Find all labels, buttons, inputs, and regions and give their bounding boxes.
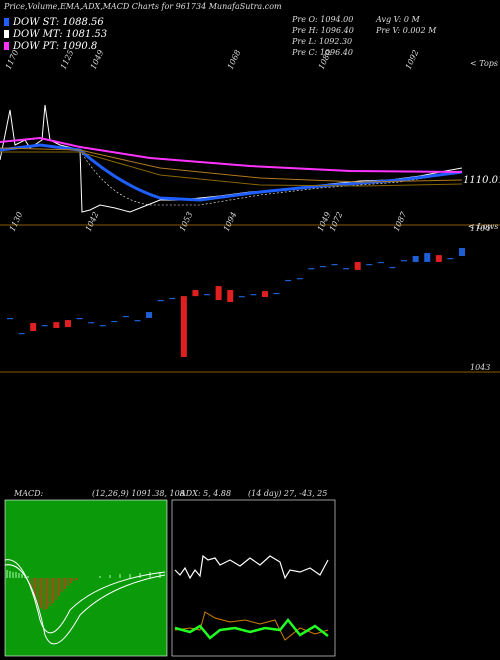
- low-label: 1087: [392, 210, 409, 233]
- candle-body: [296, 278, 303, 280]
- candle-body: [424, 253, 431, 262]
- legend-swatch: [4, 42, 9, 50]
- candle-body: [401, 260, 408, 262]
- signal-line: [4, 564, 166, 645]
- candle-body: [204, 294, 211, 296]
- macd-histogram: [31, 578, 78, 610]
- candle-body: [146, 312, 153, 318]
- candle-body: [157, 299, 164, 302]
- candle-body: [76, 317, 83, 320]
- candle-body: [134, 320, 141, 322]
- stat: Pre L: 1092.30: [291, 37, 352, 46]
- candle-body: [447, 258, 454, 260]
- y-tick-label: 1104: [470, 224, 490, 233]
- low-label: 1094: [222, 211, 239, 233]
- candle-body: [354, 261, 361, 270]
- low-label: 1053: [178, 211, 195, 233]
- candle-body: [111, 320, 118, 323]
- title: Price,Volume,EMA,ADX,MACD Charts for 961…: [3, 2, 282, 11]
- volume-stat: Pre V: 0.002 M: [375, 26, 437, 35]
- plus-di-line: [174, 617, 329, 640]
- minus-di-line: [174, 611, 329, 641]
- dow-st-line: [0, 143, 463, 202]
- candle-body: [389, 266, 396, 269]
- candle-body: [7, 317, 13, 320]
- legend-swatch: [4, 18, 9, 26]
- candle-body: [250, 294, 257, 296]
- candle-body: [343, 268, 350, 270]
- low-label: 1042: [84, 211, 101, 233]
- tops-labels: 1170 1125 1049 1068 1080 1092: [4, 49, 421, 71]
- volume-stat: Avg V: 0 M: [375, 15, 420, 24]
- legend-label: DOW ST: 1088.56: [12, 17, 104, 28]
- candle-body: [169, 297, 176, 300]
- low-label: 1130: [8, 211, 25, 233]
- candle-body: [99, 325, 106, 327]
- dow-mt-line: [79, 149, 463, 206]
- top-label: 1092: [404, 49, 421, 71]
- adx-label: ADX: 5, 4.88: [179, 489, 231, 498]
- ema-line: [0, 151, 463, 187]
- candle-body: [273, 292, 280, 295]
- candle-body: [366, 263, 373, 266]
- price-label: 1110.01: [463, 175, 500, 186]
- top-label: 1170: [4, 49, 21, 71]
- dow-pt-line: [0, 136, 463, 173]
- legend-label: DOW MT: 1081.53: [12, 29, 107, 40]
- candle-body: [192, 289, 199, 297]
- candle-body: [308, 268, 315, 270]
- stat: Pre O: 1094.00: [291, 15, 353, 24]
- lows-label: < Lows: [468, 222, 498, 231]
- candle-body: [412, 256, 419, 262]
- candle-panel: 1043 1104: [0, 224, 500, 373]
- candle-body: [227, 289, 234, 303]
- tops-label: < Tops: [470, 59, 498, 68]
- candle-body: [88, 322, 95, 324]
- candle-body: [319, 266, 326, 268]
- candle-body: [30, 323, 37, 331]
- candle-body: [53, 322, 60, 329]
- candle-body: [377, 261, 384, 264]
- candle-body: [180, 296, 187, 357]
- candle-body: [215, 286, 222, 300]
- candle-body: [435, 255, 442, 262]
- top-label: 1068: [226, 49, 243, 71]
- candle-body: [331, 263, 338, 266]
- macd-panel: [4, 499, 168, 657]
- candle-body: [238, 296, 245, 298]
- adx-params: (14 day) 27, -43, 25: [248, 489, 327, 498]
- y-tick-label: 1043: [470, 363, 490, 372]
- candle-body: [64, 320, 71, 328]
- candle-body: [122, 315, 129, 318]
- candle-body: [459, 248, 465, 257]
- legend-label: DOW PT: 1090.8: [12, 41, 97, 52]
- candle-body: [18, 333, 25, 335]
- candle-body: [285, 279, 292, 282]
- macd-line: [4, 559, 166, 634]
- ema-line: [0, 147, 463, 183]
- stat: Pre H: 1096.40: [291, 26, 354, 35]
- macd-label: MACD:: [13, 489, 44, 498]
- candle-body: [261, 291, 268, 298]
- adx-line: [174, 554, 329, 580]
- macd-params: (12,26,9) 1091.38, 108: [92, 489, 185, 498]
- legend-swatch: [4, 30, 9, 38]
- candle-body: [41, 325, 48, 327]
- stat: Pre C: 1096.40: [291, 48, 353, 57]
